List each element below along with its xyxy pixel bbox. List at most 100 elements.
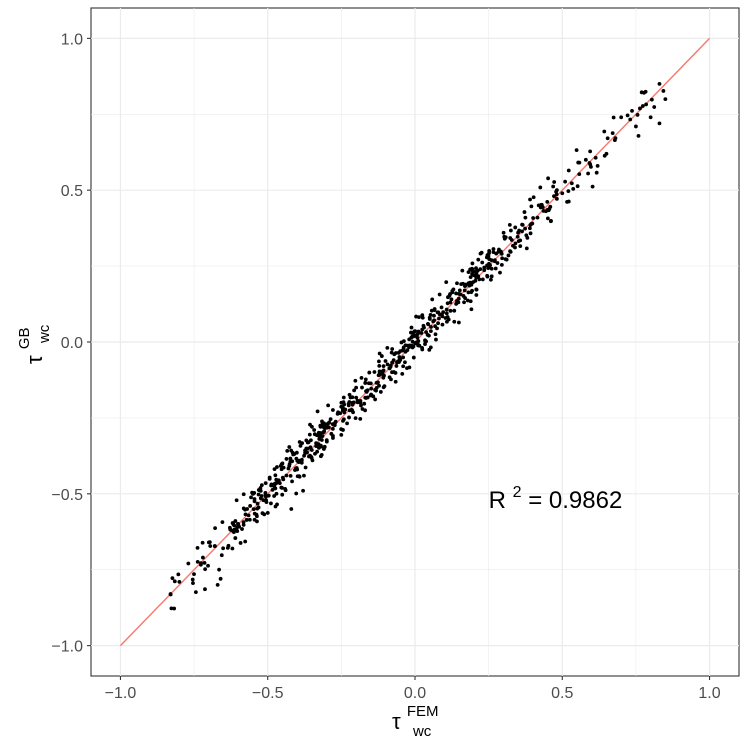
data-point xyxy=(303,448,307,453)
data-point xyxy=(588,149,593,154)
x-tick-label: 0.0 xyxy=(404,685,426,702)
data-point xyxy=(480,260,485,265)
data-point xyxy=(468,275,473,280)
data-point xyxy=(230,546,235,551)
data-point xyxy=(563,179,568,184)
data-point xyxy=(547,206,552,211)
data-point xyxy=(412,329,417,334)
data-point xyxy=(638,106,642,111)
data-point xyxy=(529,204,534,209)
data-point xyxy=(218,576,223,581)
data-point xyxy=(634,124,638,129)
data-point xyxy=(286,466,291,471)
data-point xyxy=(467,283,472,288)
data-point xyxy=(267,476,272,481)
data-point xyxy=(428,329,433,333)
data-point xyxy=(200,540,205,545)
data-point xyxy=(605,136,610,141)
data-point xyxy=(485,274,490,279)
data-point xyxy=(436,321,440,326)
data-point xyxy=(319,454,323,459)
data-point xyxy=(456,320,461,325)
data-point xyxy=(322,425,327,430)
data-point xyxy=(485,263,489,268)
data-point xyxy=(359,403,363,408)
annotation-sup: 2 xyxy=(513,484,522,501)
data-point xyxy=(199,561,203,566)
data-point xyxy=(489,258,494,263)
data-point xyxy=(439,305,444,310)
x-tick-label: −0.5 xyxy=(252,685,284,702)
y-axis-title-sup: GB xyxy=(16,327,33,349)
x-axis-title-sup: FEM xyxy=(407,703,439,720)
data-point xyxy=(513,241,518,246)
data-point xyxy=(321,447,326,451)
data-point xyxy=(295,458,300,463)
data-point xyxy=(387,375,392,380)
data-point xyxy=(454,302,459,306)
data-point xyxy=(611,115,616,120)
data-point xyxy=(407,337,412,342)
data-point xyxy=(254,512,259,517)
data-point xyxy=(394,364,399,368)
data-point xyxy=(523,226,527,231)
data-point xyxy=(281,477,286,482)
data-point xyxy=(243,507,247,512)
data-point xyxy=(583,157,588,162)
data-point xyxy=(371,394,376,399)
y-axis-title-sub: wc xyxy=(36,324,53,344)
data-point xyxy=(381,364,386,368)
data-point xyxy=(293,468,297,472)
data-point xyxy=(504,257,509,262)
data-point xyxy=(275,465,279,469)
data-point xyxy=(648,115,653,120)
data-point xyxy=(289,507,294,511)
data-point xyxy=(489,277,493,282)
data-point xyxy=(528,231,533,236)
data-point xyxy=(219,553,224,558)
data-point xyxy=(325,425,329,430)
data-point xyxy=(312,428,317,432)
data-point xyxy=(610,131,615,136)
data-point xyxy=(471,280,476,285)
data-point xyxy=(358,399,362,404)
data-point xyxy=(324,438,329,443)
data-point xyxy=(208,544,213,548)
data-point xyxy=(314,441,319,446)
data-point xyxy=(525,235,530,240)
data-point xyxy=(469,307,474,312)
data-point xyxy=(397,360,401,364)
data-point xyxy=(590,184,595,189)
data-point xyxy=(195,545,200,550)
data-point xyxy=(630,109,634,113)
data-point xyxy=(381,385,386,390)
data-point xyxy=(508,249,512,254)
data-point xyxy=(259,494,264,498)
data-point xyxy=(354,385,359,390)
data-point xyxy=(419,331,424,335)
annotation-base: R xyxy=(489,487,506,514)
data-point xyxy=(297,440,302,444)
data-point xyxy=(531,195,536,200)
data-point xyxy=(177,579,182,584)
data-point xyxy=(315,409,320,414)
data-point xyxy=(168,592,173,597)
data-point xyxy=(425,332,430,337)
data-point xyxy=(466,270,471,275)
x-tick-label: 0.5 xyxy=(551,685,573,702)
data-point xyxy=(456,296,461,301)
data-point xyxy=(228,525,232,530)
data-point xyxy=(240,527,244,531)
data-point xyxy=(652,105,657,109)
x-axis-title: τ FEM wc xyxy=(392,696,445,740)
data-point xyxy=(256,492,261,497)
data-point xyxy=(433,332,438,337)
data-point xyxy=(476,257,481,262)
data-point xyxy=(499,262,504,267)
data-point xyxy=(477,277,482,282)
data-point xyxy=(373,397,378,402)
data-point xyxy=(206,563,210,568)
data-point xyxy=(220,520,225,525)
data-point xyxy=(169,606,174,611)
data-point xyxy=(551,184,556,189)
